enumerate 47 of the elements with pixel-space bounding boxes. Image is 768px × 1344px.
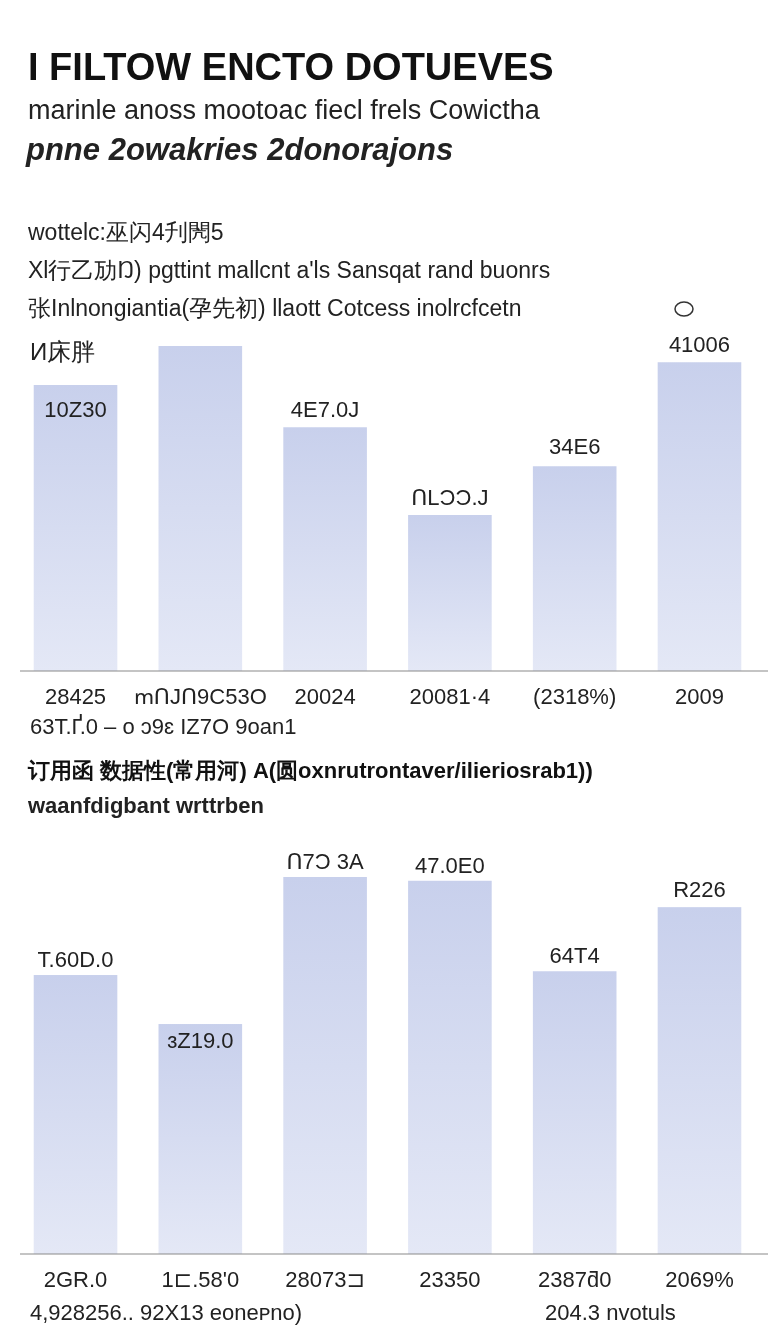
annotation: 64T4	[549, 943, 600, 969]
x-tick-label: 28073⊐	[285, 1267, 365, 1292]
text: Ո7Ͻ 3A	[286, 849, 365, 874]
text: Xl行乙劢Ŋ) pgttint mallcnt a'ls Sansqat rand buonrs	[28, 257, 551, 283]
x-tick-label: 28425	[44, 684, 107, 709]
text: wottelc:巫闪4刋閌5	[27, 219, 224, 245]
annotation: 47.0E0	[415, 852, 485, 878]
x-tick-label: 2069%	[665, 1267, 734, 1292]
x-tick-label: 23350	[419, 1267, 481, 1292]
x-tick-label: 20081·4	[409, 684, 491, 709]
x-tick-label: ՠՈJՈ9С53О	[133, 684, 267, 709]
annotation: 41006	[668, 332, 731, 358]
chart-title: I FILTOW ENCTO DOTUEVES	[28, 46, 554, 88]
annotation: 10Z30	[44, 397, 107, 422]
text: 4,928256.. 92X13 eoneᴘno)	[30, 1300, 303, 1325]
annotation: ՈLϽϽ.J	[411, 485, 489, 510]
text: 204.3 nvotuls	[545, 1300, 676, 1325]
bar	[158, 346, 243, 671]
text: 63T.Ґ.0 – o ɔ9ɛ IZ7O 9oan1	[30, 714, 297, 739]
x-tick-label: (2318%)	[533, 684, 617, 709]
bar	[532, 971, 617, 1254]
text: 张Inlnongiantia(孕先初) llaott Cotcess inolrcfcetn	[28, 295, 522, 321]
chart-subtitle: marinle anoss mootoac fiecl frels Cowictha	[28, 95, 541, 125]
text: pnne 2owakries 2donorajons	[25, 132, 454, 167]
annotation: T.60D.0	[37, 947, 114, 973]
bar	[657, 907, 742, 1254]
annotation: 4E7.0J	[290, 397, 360, 423]
annotation: И床胖	[30, 338, 96, 365]
x-tick-label: 20024	[294, 684, 356, 709]
bar	[283, 427, 367, 671]
x-tick-label: 2387ƌ0	[537, 1267, 612, 1292]
bar	[158, 1024, 243, 1254]
bar	[283, 877, 367, 1254]
annotation: R226	[673, 877, 726, 903]
bar	[408, 880, 492, 1254]
chart-subtitle: waanfdigbant wrttrben	[27, 793, 264, 818]
bar	[657, 362, 742, 671]
bar	[33, 975, 118, 1254]
annotation: ɜZ19.0	[167, 1028, 234, 1054]
bar	[532, 466, 617, 671]
bar	[33, 385, 118, 671]
x-tick-label: 2009	[675, 684, 724, 709]
chart-title: 订用函 数据性(常用河) A(圆oxnrutrontaver/ilieriosrab1))	[27, 758, 593, 783]
x-tick-label: 2GR.0	[43, 1267, 108, 1292]
bar	[408, 515, 492, 671]
x-tick-label: 1⊏.58'0	[161, 1267, 240, 1292]
annotation: 34E6	[548, 434, 601, 460]
